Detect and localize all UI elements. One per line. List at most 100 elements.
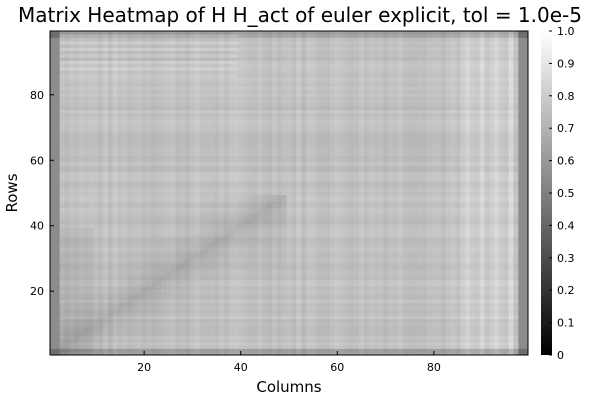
heatmap-cell [267,319,273,323]
heatmap-cell [291,230,297,235]
heatmap-cell [117,233,123,238]
heatmap-cell [98,302,104,307]
heatmap-cell [243,309,249,313]
heatmap-cell [310,250,316,254]
heatmap-cell [455,302,461,307]
heatmap-cell [122,289,128,294]
heatmap-cell [209,250,215,254]
heatmap-cell [330,227,336,232]
heatmap-cell [233,220,239,225]
heatmap-cell [523,289,529,294]
heatmap-cell [243,266,249,271]
heatmap-cell [257,204,263,209]
heatmap-cell [238,348,244,353]
heatmap-cell [180,325,186,330]
heatmap-cell [363,341,370,346]
heatmap-cell [339,237,345,241]
heatmap-cell [50,263,56,268]
heatmap-cell [431,322,437,326]
heatmap-cell [339,211,345,215]
heatmap-cell [136,243,143,248]
heatmap-cell [286,243,292,248]
heatmap-cell [190,305,196,310]
heatmap-cell [50,250,56,254]
heatmap-cell [407,253,413,258]
heatmap-cell [513,338,519,343]
heatmap-cell [315,328,321,333]
heatmap-cell [296,299,302,304]
heatmap-cell [175,286,181,290]
heatmap-cell [88,266,94,271]
heatmap-cell [233,351,239,356]
heatmap-cell [88,201,94,205]
heatmap-cell [228,250,234,254]
heatmap-cell [286,325,292,330]
heatmap-cell [334,341,341,346]
heatmap-cell [199,220,205,225]
heatmap-cell [330,279,336,284]
heatmap-cell [175,351,181,356]
heatmap-cell [518,247,524,251]
heatmap-cell [54,332,61,336]
heatmap-cell [175,332,181,336]
heatmap-cell [257,194,263,199]
heatmap-cell [513,312,519,317]
heatmap-cell [132,351,138,356]
heatmap-cell [523,263,529,268]
heatmap-cell [513,204,519,209]
heatmap-cell [508,286,514,290]
heatmap-cell [494,263,500,268]
heatmap-cell [291,247,297,251]
heatmap-cell [359,302,365,307]
heatmap-cell [50,197,56,202]
heatmap-cell [426,217,432,222]
heatmap-cell [426,201,432,205]
heatmap-cell [59,296,65,300]
heatmap-cell [64,240,70,245]
heatmap-cell [107,309,114,313]
heatmap-cell [122,188,128,192]
heatmap-cell [238,325,244,330]
heatmap-cell [499,240,505,245]
heatmap-cell [88,211,94,215]
heatmap-cell [359,233,365,238]
heatmap-cell [450,335,456,340]
heatmap-cell [416,214,423,218]
heatmap-cell [69,312,75,317]
heatmap-cell [286,302,292,307]
heatmap-cell [141,322,147,326]
heatmap-cell [272,269,278,274]
heatmap-cell [59,276,65,281]
heatmap-cell [252,253,259,258]
heatmap-cell [460,283,466,287]
heatmap-cell [465,345,471,349]
heatmap-cell [252,263,259,268]
heatmap-cell [479,341,485,346]
heatmap-cell [272,283,278,287]
heatmap-cell [267,191,273,196]
heatmap-cell [74,194,80,199]
heatmap-cell [474,279,481,284]
heatmap-cell [479,302,485,307]
heatmap-cell [334,286,341,290]
heatmap-cell [267,289,273,294]
heatmap-cell [421,341,428,346]
heatmap-cell [238,188,244,192]
heatmap-cell [431,312,437,317]
heatmap-cell [223,256,230,261]
heatmap-cell [107,345,114,349]
heatmap-cell [325,302,331,307]
heatmap-cell [112,188,118,192]
heatmap-cell [136,220,143,225]
heatmap-cell [194,286,201,290]
heatmap-cell [267,341,273,346]
heatmap-cell [199,214,205,218]
heatmap-cell [407,191,413,196]
heatmap-cell [54,345,61,349]
heatmap-cell [64,243,70,248]
heatmap-cell [489,260,495,264]
heatmap-cell [416,204,423,209]
heatmap-cell [441,279,447,284]
heatmap-cell [54,240,61,245]
heatmap-cell [103,188,109,192]
